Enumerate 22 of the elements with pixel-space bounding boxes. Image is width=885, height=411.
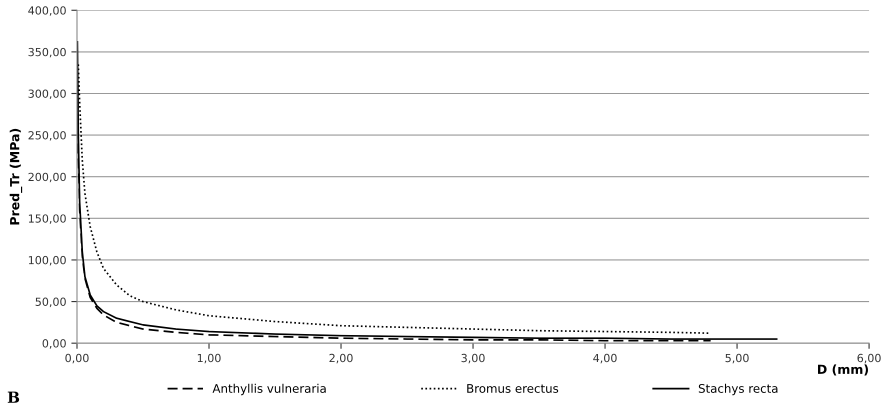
legend-label: Bromus erectus xyxy=(467,384,558,393)
y-tick-label: 250,00 xyxy=(28,131,66,141)
legend-label: Anthyllis vulneraria xyxy=(212,384,326,396)
legend-label: Stachys recta xyxy=(698,384,778,396)
y-tick-label: 200,00 xyxy=(28,172,66,182)
x-tick-label: 3,00 xyxy=(462,354,485,364)
y-tick-label: 400,00 xyxy=(28,6,66,16)
x-tick-label: 6,00 xyxy=(857,354,881,364)
x-tick-label: 4,00 xyxy=(593,354,617,364)
x-axis-title: D (mm) xyxy=(818,364,868,376)
x-tick-label: 0,00 xyxy=(65,354,89,364)
y-axis-title: Pred_Tr (MPa) xyxy=(10,128,22,224)
y-tick-label: 350,00 xyxy=(28,48,66,58)
text: B xyxy=(8,392,20,403)
y-tick-label: 300,00 xyxy=(28,89,66,100)
y-tick-label: 0,00 xyxy=(42,339,66,349)
x-tick-label: 1,00 xyxy=(198,354,221,364)
y-tick-label: 100,00 xyxy=(28,256,66,266)
y-tick-label: 150,00 xyxy=(28,214,66,224)
x-tick-label: 5,00 xyxy=(726,354,749,364)
x-tick-label: 2,00 xyxy=(329,354,353,364)
y-tick-label: 50,00 xyxy=(36,298,66,308)
